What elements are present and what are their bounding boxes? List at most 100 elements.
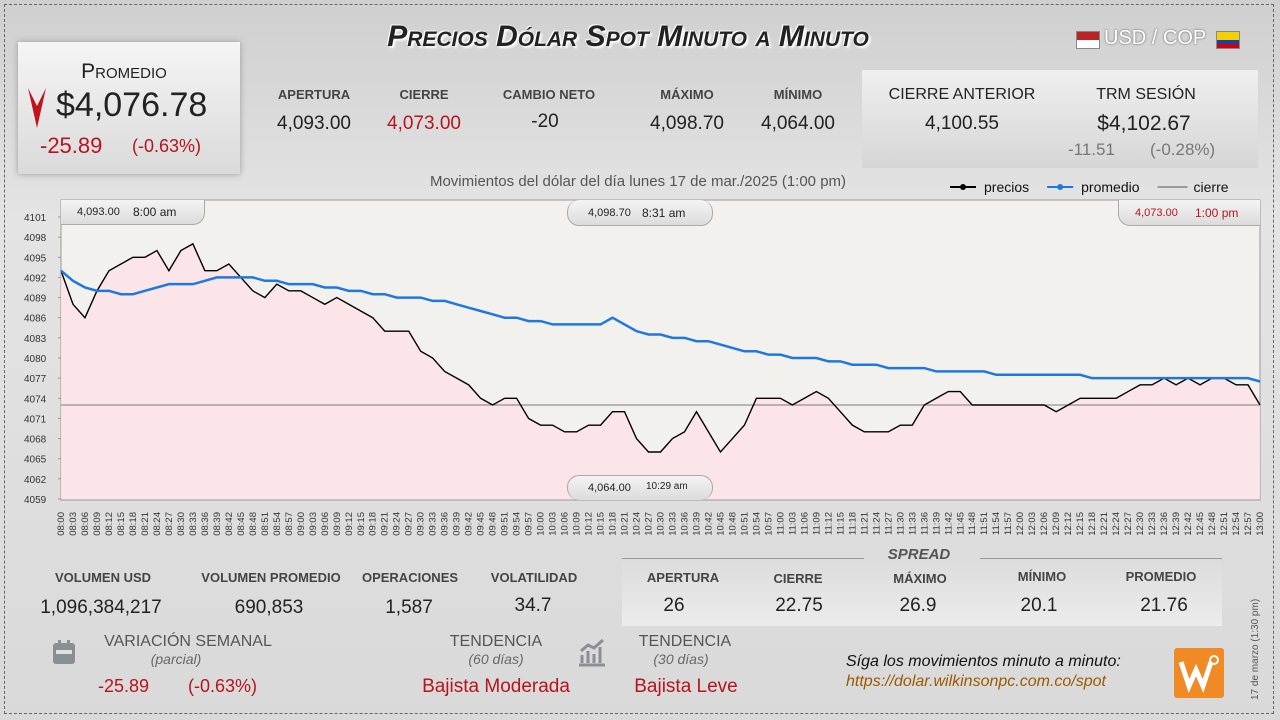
- rule: [980, 558, 1222, 559]
- trm-value: $4,102.67: [1097, 112, 1191, 135]
- x-tick-label: 09:03: [308, 512, 319, 536]
- x-tick-label: 10:12: [584, 512, 595, 536]
- x-tick-label: 08:24: [152, 512, 163, 536]
- y-tick-label: 4089: [24, 294, 47, 305]
- x-tick-label: 10:03: [548, 512, 559, 536]
- x-tick-label: 08:30: [176, 512, 187, 536]
- flag-co: [1216, 31, 1240, 49]
- x-tick-label: 12:15: [1075, 512, 1086, 536]
- annotation-time: 1:00 pm: [1195, 206, 1239, 220]
- x-tick-label: 09:30: [416, 512, 427, 536]
- x-tick-label: 11:12: [823, 512, 834, 535]
- annotation-price: 4,073.00: [1135, 207, 1178, 219]
- x-tick-label: 08:06: [80, 512, 91, 536]
- rule: [622, 558, 864, 559]
- x-tick-label: 08:15: [116, 512, 127, 536]
- x-tick-label: 12:42: [1183, 512, 1194, 536]
- stat-label: MÁXIMO: [660, 87, 714, 102]
- stat-value: 1,096,384,217: [40, 597, 162, 618]
- y-tick-label: 4059: [24, 495, 47, 506]
- previous-box: [862, 70, 1258, 168]
- x-tick-label: 11:30: [895, 512, 906, 535]
- x-tick-label: 10:09: [572, 512, 583, 536]
- spread-value: 26.9: [899, 595, 937, 616]
- x-tick-label: 09:33: [428, 512, 439, 536]
- x-tick-label: 09:06: [320, 512, 331, 536]
- spread-label: MÁXIMO: [893, 571, 947, 586]
- x-tick-label: 08:00: [56, 512, 67, 536]
- x-tick-label: 10:21: [620, 512, 631, 536]
- x-tick-label: 08:12: [104, 512, 115, 536]
- legend-label: promedio: [1081, 179, 1140, 195]
- annotation-time: 8:00 am: [133, 205, 177, 219]
- x-tick-label: 10:18: [608, 512, 619, 536]
- x-tick-label: 12:18: [1087, 512, 1098, 536]
- x-tick-label: 10:30: [656, 512, 667, 536]
- down-arrow: [28, 88, 46, 128]
- trm-change: -11.51: [1068, 140, 1115, 159]
- title: Precios Dólar Spot Minuto a Minuto: [387, 20, 869, 53]
- trm-change-pct: (-0.28%): [1150, 140, 1216, 159]
- trend-note: (60 días): [468, 651, 524, 667]
- x-tick-label: 11:03: [787, 512, 798, 535]
- x-tick-label: 12:24: [1111, 512, 1122, 536]
- stat-value: 4,098.70: [650, 113, 724, 134]
- y-tick-label: 4068: [24, 435, 47, 446]
- y-tick-label: 4083: [24, 334, 47, 345]
- annotation: 4,064.00 10:29 am: [567, 475, 713, 500]
- x-tick-label: 10:39: [691, 512, 702, 536]
- x-tick-label: 10:24: [632, 512, 643, 536]
- weekly-change-pct: (-0.63%): [188, 676, 258, 696]
- x-tick-label: 08:42: [224, 512, 235, 536]
- area: [61, 243, 1260, 499]
- x-tick-label: 10:45: [715, 512, 726, 536]
- x-tick-label: 09:27: [404, 512, 415, 536]
- x-tick-label: 09:09: [332, 512, 343, 536]
- x-tick-label: 09:36: [440, 512, 451, 536]
- average-label: Promedio: [81, 60, 167, 83]
- y-tick-label: 4080: [24, 354, 47, 365]
- x-tick-label: 08:39: [212, 512, 223, 536]
- legend-label: precios: [984, 179, 1029, 195]
- stat-label: MÍNIMO: [773, 87, 823, 102]
- trend-icon: [579, 638, 605, 667]
- x-tick-label: 10:00: [536, 512, 547, 536]
- x-tick-label: 12:57: [1243, 512, 1254, 536]
- x-tick-label: 10:33: [667, 512, 678, 536]
- annotation-time: 10:29 am: [646, 481, 688, 492]
- spread-label: APERTURA: [646, 570, 720, 585]
- y-tick-label: 4062: [24, 475, 47, 486]
- stat-value: 690,853: [234, 597, 304, 618]
- x-tick-label: 12:36: [1159, 512, 1170, 536]
- weekly-change: -25.89: [98, 676, 150, 696]
- x-tick-label: 11:36: [919, 512, 930, 535]
- x-tick-label: 08:33: [188, 512, 199, 536]
- stat-value: 4,093.00: [277, 113, 351, 134]
- x-tick-label: 11:27: [883, 512, 894, 535]
- x-tick-label: 11:45: [955, 512, 966, 535]
- series-line: [60, 269, 1261, 383]
- average-change-pct: (-0.63%): [132, 136, 202, 156]
- x-tick-label: 08:36: [200, 512, 211, 536]
- x-tick-label: 12:06: [1039, 512, 1050, 536]
- x-tick-label: 09:24: [392, 512, 403, 536]
- x-tick-label: 09:21: [380, 512, 391, 536]
- x-tick-label: 12:21: [1099, 512, 1110, 536]
- footer-url[interactable]: https://dolar.wilkinsonpc.com.co/spot: [846, 673, 1106, 690]
- trend-value: Bajista Moderada: [422, 676, 570, 697]
- annotation-time: 8:31 am: [642, 206, 686, 220]
- x-tick-label: 11:21: [859, 512, 870, 535]
- stat-label: VOLATILIDAD: [490, 570, 578, 585]
- x-tick-label: 12:54: [1231, 512, 1242, 536]
- x-tick-label: 08:21: [140, 512, 151, 536]
- x-tick-label: 12:27: [1123, 512, 1134, 536]
- trend-label: TENDENCIA: [638, 633, 732, 650]
- stat-value: 4,064.00: [761, 113, 835, 134]
- x-tick-label: 10:42: [703, 512, 714, 536]
- footer-prompt: Síga los movimientos minuto a minuto:: [846, 653, 1121, 670]
- x-tick-label: 12:00: [1015, 512, 1026, 536]
- x-tick-label: 10:06: [560, 512, 571, 536]
- x-tick-label: 12:03: [1027, 512, 1038, 536]
- x-tick-label: 12:39: [1171, 512, 1182, 536]
